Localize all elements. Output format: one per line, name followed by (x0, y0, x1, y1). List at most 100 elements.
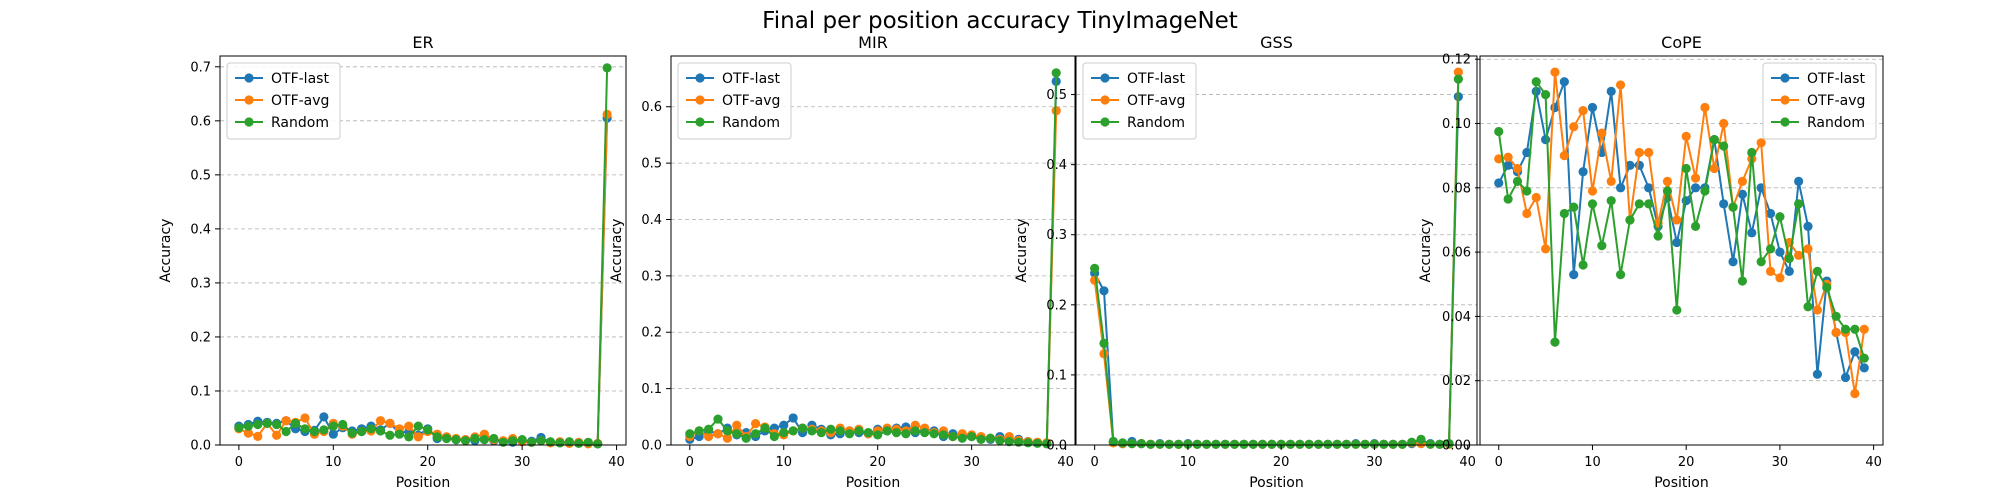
subplot-0: 0 10 20 30 40 0.0 0.1 0.2 0.3 0.4 0.5 0.6 0.7 ER Posit… (158, 33, 627, 491)
data-point (741, 433, 751, 443)
data-point (891, 428, 902, 438)
legend-box (1762, 62, 1877, 140)
y-tick-label: 0.6 (641, 100, 662, 115)
data-point (394, 429, 404, 439)
data-point (300, 413, 310, 423)
series-line-random (689, 72, 1058, 445)
data-point (1494, 154, 1504, 164)
data-point (1201, 439, 1212, 449)
subplot-title: MIR (858, 33, 888, 52)
subplot-1: 0 10 20 30 400.00.10.20.30.40.50.6MIRPositio… (609, 33, 1076, 491)
data-point (1090, 263, 1100, 273)
data-point (1812, 305, 1822, 315)
series-line-otf-last (1497, 81, 1866, 382)
data-point (1672, 215, 1682, 225)
data-point (1267, 439, 1277, 449)
legend-marker (1100, 95, 1110, 105)
legend-marker (1780, 95, 1790, 105)
data-point (1700, 186, 1710, 196)
data-point (1662, 176, 1673, 186)
data-point (1397, 439, 1407, 449)
data-point (413, 432, 423, 442)
y-tick-label: 0.5 (1046, 88, 1067, 103)
legend: OTF-last OTF-avg Random (677, 62, 792, 140)
data-point (703, 431, 714, 442)
data-point (1541, 244, 1551, 254)
data-point (1503, 194, 1513, 204)
data-point (1728, 202, 1738, 212)
data-point (1775, 247, 1785, 257)
data-point (1803, 302, 1813, 312)
data-point (1559, 151, 1569, 161)
data-point (938, 430, 949, 440)
data-point (1108, 436, 1118, 447)
figure-title: Final per position accuracy TinyImageNet (762, 8, 1238, 34)
data-point (1756, 257, 1766, 267)
data-point (882, 426, 892, 436)
data-point (1587, 199, 1598, 209)
data-point (234, 423, 244, 433)
axes-frame (1075, 55, 1478, 446)
y-tick-label: 0.06 (1442, 246, 1471, 261)
data-point (564, 437, 574, 447)
data-point (1425, 439, 1435, 449)
data-point (1239, 439, 1249, 449)
data-point (1192, 439, 1202, 449)
data-point (1014, 437, 1024, 447)
data-point (1681, 131, 1691, 141)
data-point (1146, 439, 1156, 449)
data-point (328, 429, 338, 439)
data-point (1136, 439, 1146, 449)
data-point (807, 426, 817, 436)
data-point (451, 435, 461, 445)
data-point (1587, 102, 1598, 113)
data-point (1032, 438, 1043, 448)
data-point (732, 420, 742, 430)
data-point (920, 428, 930, 438)
data-point (357, 426, 367, 437)
legend: OTF-last OTF-avg Random (226, 62, 341, 140)
data-point (1578, 167, 1588, 177)
y-tick-label: 0.0 (190, 439, 211, 454)
data-point (722, 433, 732, 443)
data-point (1606, 176, 1616, 186)
x-axis-label: Position (1654, 475, 1709, 491)
data-point (1597, 128, 1607, 138)
x-tick-label: 40 (1057, 455, 1074, 470)
data-point (1606, 196, 1616, 206)
data-point (1709, 163, 1719, 174)
y-axis-label: Accuracy (609, 219, 625, 283)
y-tick-label: 0.12 (1442, 53, 1471, 68)
data-point (347, 428, 357, 438)
data-point (1784, 266, 1794, 276)
data-point (1803, 244, 1813, 254)
data-point (1794, 250, 1804, 260)
data-point (1775, 212, 1785, 222)
data-point (1728, 257, 1738, 267)
data-point (366, 424, 376, 434)
data-point (1690, 221, 1701, 231)
y-tick-label: 0.08 (1442, 181, 1471, 196)
data-point (319, 425, 329, 435)
data-point (1737, 189, 1748, 199)
legend-label: OTF-last (722, 71, 780, 87)
data-point (1099, 338, 1109, 348)
data-point (873, 430, 883, 440)
x-tick-label: 10 (775, 455, 792, 470)
data-point (1531, 77, 1541, 87)
legend-marker (695, 73, 705, 83)
data-point (1784, 253, 1794, 264)
x-tick-label: 0 (235, 455, 243, 470)
data-point (1644, 147, 1654, 158)
data-point (1747, 147, 1757, 158)
y-axis-label: Accuracy (158, 219, 174, 283)
data-point (713, 414, 723, 424)
data-point (1681, 163, 1691, 174)
data-point (1276, 439, 1286, 449)
y-tick-label: 0.1 (190, 384, 211, 399)
y-tick-label: 0.3 (190, 276, 211, 291)
data-point (1634, 147, 1644, 158)
y-tick-label: 0.3 (641, 269, 662, 284)
legend-label: OTF-last (271, 71, 329, 87)
subplot-title: CoPE (1661, 33, 1702, 52)
